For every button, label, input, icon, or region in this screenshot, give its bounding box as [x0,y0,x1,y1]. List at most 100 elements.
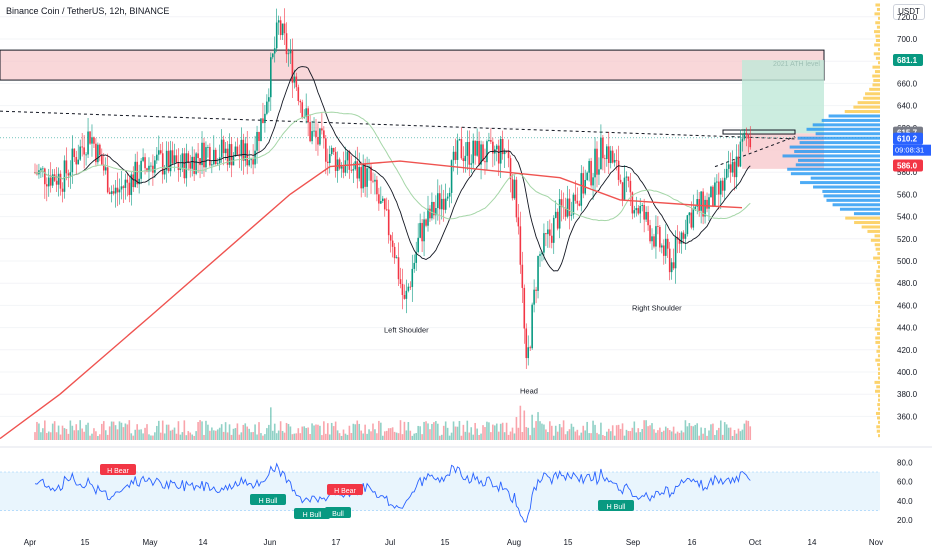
candle-body [378,194,380,204]
candle-body [413,262,416,269]
volume-bar [79,420,81,440]
volume-bar [99,434,101,440]
candle-body [305,108,307,118]
volume-bar [183,420,186,440]
candle-body [466,141,469,156]
currency-button[interactable]: USDT [893,4,925,20]
volume-bar [254,424,256,440]
volume-bar [700,427,702,440]
candle-body [49,177,52,186]
volume-bar [704,427,706,440]
volume-bar [476,428,478,440]
volume-bar [688,423,691,440]
candle-body [637,208,640,214]
volume-bar [745,420,748,440]
candle-body [350,169,353,171]
candle-body [393,246,396,259]
candle-body [138,178,140,185]
candle-body [613,160,616,163]
volume-bar [582,425,585,440]
volume-profile-bar [874,278,880,282]
candle-body [152,165,154,173]
candle-body [442,198,445,210]
price-label-bg [893,132,923,145]
price-label: 681.1 [897,56,918,65]
volume-bar [177,421,180,440]
volume-bar [643,420,645,440]
volume-profile-bar [878,376,880,380]
volume-bar [442,425,445,440]
volume-bar [657,430,659,440]
volume-bar [244,423,247,440]
price-tick-label: 520.0 [897,235,918,244]
candle-body [580,173,583,206]
candle-body [554,211,557,218]
candle-body [234,146,237,157]
candle-body [189,163,192,169]
countdown-bg [893,144,931,156]
volume-bar [574,431,577,440]
candle-body [248,160,250,166]
volume-bar [372,423,374,440]
volume-bar [222,431,225,440]
volume-bar [576,429,579,440]
candle-body [708,197,710,209]
volume-bar [370,431,372,440]
candle-body [134,161,137,188]
volume-bar [120,422,123,440]
volume-bar [435,421,437,440]
candle-body [743,132,746,139]
volume-bar [629,431,632,440]
volume-bar [735,433,738,440]
volume-bar [34,432,36,440]
volume-bar [592,420,594,440]
volume-bar [409,430,412,440]
volume-profile-bar [877,323,880,327]
candle-body [686,215,689,235]
volume-bar [578,435,581,440]
volume-profile-bar [878,61,880,65]
candle-body [289,50,292,54]
price-tick-label: 480.0 [897,279,918,288]
volume-bar [549,421,551,440]
volume-bar [207,424,209,440]
volume-profile-bar [812,123,880,127]
candle-body [75,157,78,165]
candle-body [476,140,478,156]
volume-bar [505,422,508,440]
rsi-divergence-label: H Bull [259,498,278,505]
volume-bar [334,421,337,440]
volume-profile-bar [821,118,880,122]
volume-bar [256,434,258,440]
rsi-tick-label: 80.0 [897,458,913,467]
volume-bar [116,429,119,440]
volume-bar [706,435,708,440]
volume-bar [338,433,341,440]
volume-bar [240,432,243,440]
candle-body [415,252,418,263]
volume-bar [718,427,720,440]
candle-body [91,137,93,144]
volume-bar [152,435,154,440]
x-tick-label: 15 [564,538,573,547]
volume-bar [729,427,732,440]
volume-bar [503,432,506,440]
candle-body [421,222,423,242]
candle-body [159,150,162,154]
volume-bar [132,435,135,440]
volume-profile-bar [875,56,880,60]
volume-bar [342,429,345,440]
volume-bar [325,433,327,440]
volume-bar [203,434,205,440]
volume-bar [156,425,158,440]
volume-bar [44,420,46,440]
candle-body [95,143,97,163]
volume-bar [142,433,144,440]
candle-body [311,131,313,142]
volume-bar [195,431,197,440]
volume-bar [187,431,190,440]
volume-bar [666,428,669,440]
volume-profile-bar [872,83,880,87]
